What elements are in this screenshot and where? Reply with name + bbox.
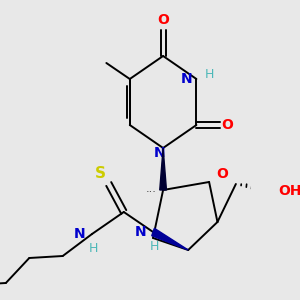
Polygon shape [160,148,166,190]
Text: N: N [135,225,146,239]
Text: OH: OH [278,184,300,198]
Polygon shape [152,228,188,250]
Text: N: N [154,146,166,160]
Text: H: H [89,242,98,254]
Text: ···: ··· [146,187,157,197]
Text: H: H [150,239,159,253]
Text: O: O [157,13,169,27]
Text: O: O [216,167,228,181]
Text: S: S [95,167,106,182]
Text: H: H [205,68,214,80]
Text: O: O [221,118,233,132]
Text: N: N [181,72,192,86]
Text: N: N [74,227,85,241]
